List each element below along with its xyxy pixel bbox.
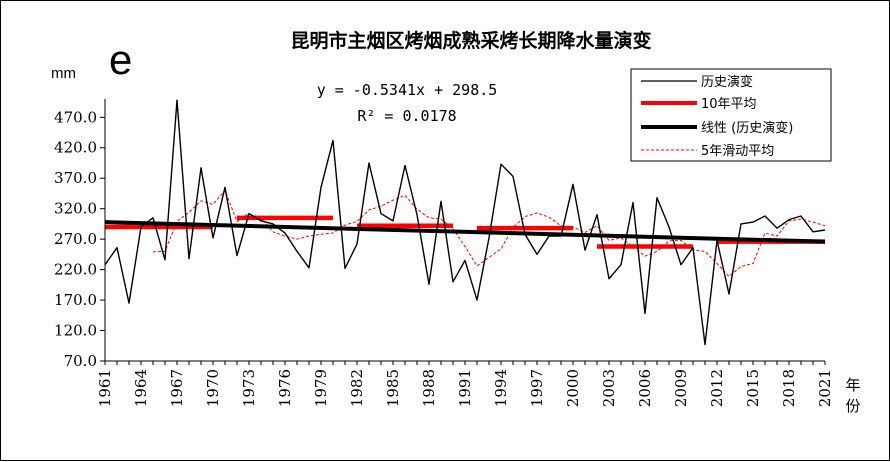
x-tick-label-2021: 2021 [816, 369, 834, 407]
y-axis-unit: mm [51, 65, 76, 82]
y-tick-label-1: 470.0 [54, 108, 97, 126]
x-tick-label-1982: 1982 [348, 369, 366, 407]
x-tick-label-1979: 1979 [312, 369, 330, 407]
x-tick-label-1994: 1994 [492, 369, 510, 407]
x-tick-label-2018: 2018 [780, 369, 798, 407]
x-axis-label-text: 年份 [845, 377, 860, 415]
x-axis-label-char-1: 年 [845, 377, 860, 394]
legend-history-label: 历史演变 [701, 74, 753, 90]
legend: 历史演变 10年平均 线性 (历史演变) 5年滑动平均 [631, 69, 831, 161]
y-tick-label-9: 70.0 [64, 352, 97, 370]
trend-r-squared: R² = 0.0178 [357, 107, 456, 125]
x-tick-label-2000: 2000 [564, 369, 582, 407]
legend-linear-label: 线性 (历史演变) [701, 120, 793, 136]
y-tick-label-4: 320.0 [54, 200, 97, 218]
y-tick-label-8: 120.0 [54, 322, 97, 340]
y-tick-label-5: 270.0 [54, 230, 97, 248]
x-tick-label-1988: 1988 [420, 369, 438, 407]
legend-moving-label: 5年滑动平均 [701, 144, 774, 159]
x-tick-label-1997: 1997 [528, 369, 546, 407]
y-tick-label-6: 220.0 [54, 261, 97, 279]
x-tick-label-1967: 1967 [168, 369, 186, 407]
x-tick-label-1973: 1973 [240, 369, 258, 407]
x-tick-label-1991: 1991 [456, 369, 474, 407]
y-tick-label-7: 170.0 [54, 291, 97, 309]
x-tick-label-2006: 2006 [636, 369, 654, 407]
legend-decade-label: 10年平均 [701, 97, 757, 112]
x-tick-label-2012: 2012 [708, 369, 726, 407]
x-tick-label-2015: 2015 [744, 369, 762, 407]
x-tick-label-1985: 1985 [384, 369, 402, 407]
y-tick-label-3: 370.0 [54, 169, 97, 187]
x-tick-label-1976: 1976 [276, 369, 294, 407]
x-tick-label-2009: 2009 [672, 369, 690, 407]
panel-label: e [109, 36, 132, 83]
x-tick-label-2003: 2003 [600, 369, 618, 407]
x-axis-label: 年份 [845, 377, 860, 415]
trend-layer [105, 222, 825, 242]
y-tick-label-2: 420.0 [54, 139, 97, 157]
x-tick-label-1964: 1964 [132, 369, 150, 407]
x-axis-label-char-2: 份 [845, 398, 860, 415]
chart-title: 昆明市主烟区烤烟成熟采烤长期降水量演变 [290, 29, 651, 52]
trend-equation: y = -0.5341x + 298.5 [317, 81, 498, 99]
x-tick-label-1970: 1970 [204, 369, 222, 407]
linear-trend-line [105, 222, 825, 242]
x-tick-label-1961: 1961 [96, 369, 114, 407]
